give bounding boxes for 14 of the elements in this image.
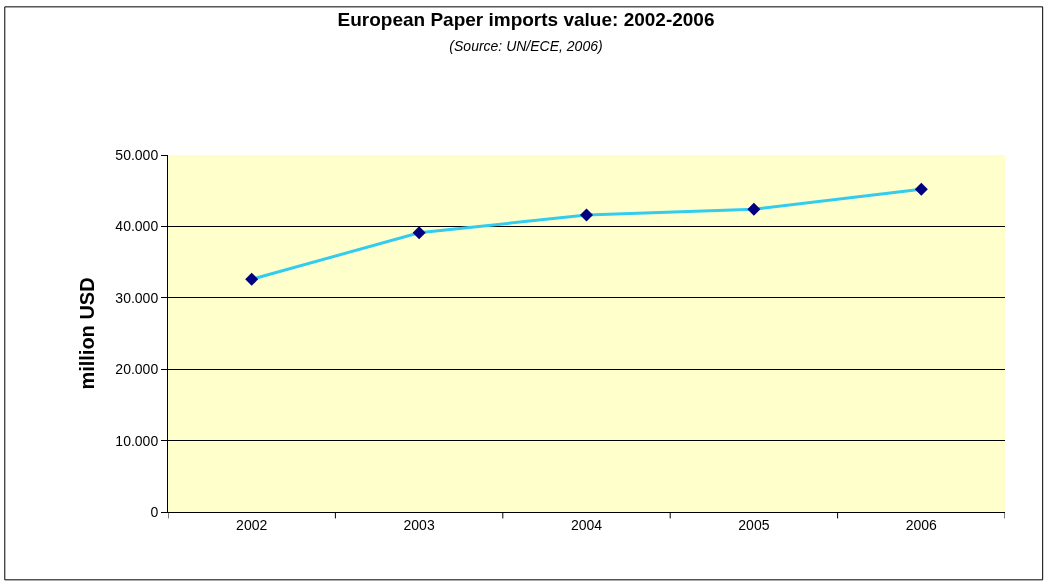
chart-title: European Paper imports value: 2002-2006 [337,9,715,31]
y-tick-label: 20.000 [115,361,159,378]
x-tick-label: 2003 [403,516,435,533]
x-tick-label: 2002 [236,516,268,533]
y-tick-label: 10.000 [115,432,159,449]
y-tick-label: 30.000 [115,289,159,306]
x-tick-label: 2004 [570,516,603,533]
x-tick-label: 2005 [738,516,770,533]
x-tick-label: 2006 [905,516,938,533]
y-tick-label: 40.000 [115,218,159,235]
y-axis-title: million USD [75,277,98,390]
chart-subtitle: (Source: UN/ECE, 2006) [449,38,603,55]
y-tick-label: 0 [150,503,159,520]
y-tick-label: 50.000 [115,146,159,163]
